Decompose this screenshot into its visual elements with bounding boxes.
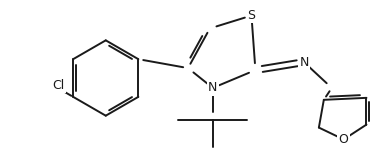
- Text: Cl: Cl: [52, 80, 64, 92]
- Text: O: O: [339, 133, 349, 146]
- Text: S: S: [248, 9, 256, 22]
- Text: N: N: [208, 81, 218, 94]
- Text: N: N: [299, 56, 309, 69]
